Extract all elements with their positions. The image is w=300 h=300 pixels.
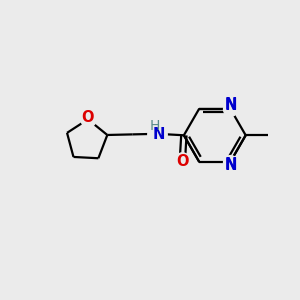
Text: N: N	[225, 158, 237, 172]
Text: N: N	[225, 158, 237, 173]
Text: N: N	[153, 127, 165, 142]
Text: O: O	[176, 154, 189, 169]
Text: H: H	[150, 118, 160, 133]
Text: N: N	[225, 98, 237, 112]
Text: O: O	[82, 110, 94, 125]
Text: N: N	[225, 98, 237, 113]
